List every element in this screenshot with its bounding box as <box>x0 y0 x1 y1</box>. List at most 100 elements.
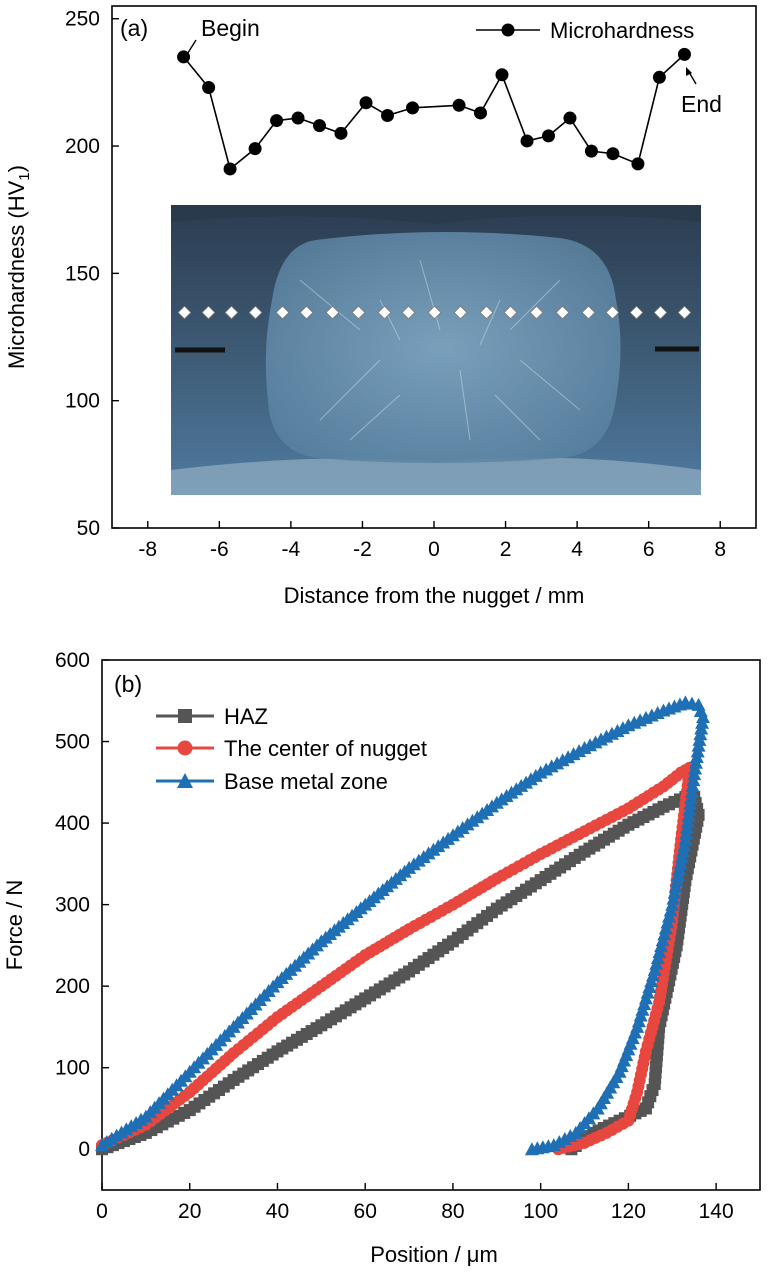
panel-a-data-point <box>606 147 620 161</box>
panel-b-ytick-label: 400 <box>55 812 90 835</box>
panel-a-data-point <box>248 142 262 156</box>
panel-a-xtick-label: -4 <box>282 538 301 561</box>
panel-b-ytick-label: 500 <box>55 731 90 754</box>
panel-b-data-point <box>695 710 710 724</box>
panel-b-data-point <box>671 867 686 881</box>
panel-b-xtick-label: 120 <box>611 1200 646 1223</box>
panel-a-ytick-label: 200 <box>65 135 100 158</box>
panel-a-xtick-label: -6 <box>210 538 229 561</box>
panel-b-data-point <box>690 744 705 758</box>
panel-b-data-point <box>694 721 709 735</box>
panel-a-data-point <box>359 96 373 110</box>
panel-b-data-point <box>681 808 696 822</box>
panel-b-data-point <box>689 750 704 764</box>
panel-a-data-point <box>631 157 645 171</box>
annotation-end-arrowhead <box>686 67 692 76</box>
panel-b-data-point <box>684 784 699 798</box>
panel-a-data-point <box>584 144 598 158</box>
panel-a-xtick-label: 0 <box>428 538 440 561</box>
panel-a-xtick-label: -2 <box>353 538 372 561</box>
bottom-surface-band <box>171 457 701 495</box>
panel-a-data-point <box>406 101 420 115</box>
indentation-markers <box>177 305 692 320</box>
panel-b-data-point <box>685 779 700 793</box>
panel-b-data-point <box>686 773 701 787</box>
panel-a-data-point <box>452 98 466 112</box>
weld-nugget <box>265 231 621 463</box>
panel-a-series <box>177 47 691 176</box>
legend-haz-marker <box>178 709 192 723</box>
panel-a-ytick-label: 250 <box>65 8 100 31</box>
annotation-begin-arrowhead <box>183 52 190 61</box>
panel-b-data-point <box>691 738 706 752</box>
panel-b-data-point <box>695 715 710 729</box>
panel-a-data-point <box>291 111 305 125</box>
panel-a-xtick-label: 6 <box>643 538 655 561</box>
annotation-end-arrow <box>688 71 697 85</box>
panel-b-xtick-label: 140 <box>699 1200 734 1223</box>
panel-b: (b) 0 20 40 60 80 100 120 140 0 100 200 300 400 500 60… <box>2 649 761 1267</box>
panel-a-xtick-label: 4 <box>571 538 583 561</box>
panel-b-frame <box>101 659 761 1191</box>
panel-a-data-point <box>334 126 348 140</box>
annotation-begin: Begin <box>201 15 260 41</box>
panel-b-data-point <box>684 790 699 804</box>
panel-a-series-line <box>182 53 685 170</box>
panel-b-xlabel: Position / μm <box>370 1242 498 1267</box>
legend-haz-label: HAZ <box>224 704 268 729</box>
panel-a-series-microhardness <box>177 47 691 176</box>
panel-a-data-point <box>313 119 327 133</box>
panel-b-data-point <box>687 767 702 781</box>
panel-a-xtick-label: -8 <box>138 538 157 561</box>
panel-a-label: (a) <box>120 15 148 41</box>
panel-b-data-point <box>680 814 695 828</box>
panel-b-data-point <box>677 838 692 852</box>
panel-b-data-point <box>679 826 694 840</box>
panel-b-ylabel: Force / N <box>2 880 27 970</box>
panel-b-data-point <box>666 891 681 905</box>
panel-a-ytick-label: 50 <box>77 517 100 540</box>
panel-a-xtick-label: 8 <box>714 538 726 561</box>
panel-b-ytick-label: 600 <box>55 649 90 672</box>
annotation-begin-arrow <box>185 39 197 57</box>
panel-b-xtick-label: 40 <box>266 1200 289 1223</box>
panel-b-ytick-label: 200 <box>55 975 90 998</box>
panel-b-xtick-label: 80 <box>441 1200 464 1223</box>
panel-a-data-point <box>202 80 216 94</box>
panel-b-xtick-label: 60 <box>354 1200 377 1223</box>
micrograph-inset <box>171 205 701 495</box>
nugget-dendrites <box>299 259 581 441</box>
panel-a-ylabel-sub: 1 <box>16 172 33 180</box>
panel-a-data-point <box>380 108 394 122</box>
panel-a-data-point <box>563 111 577 125</box>
panel-b-data-point <box>667 885 682 899</box>
panel-b-ytick-label: 0 <box>78 1138 90 1161</box>
panel-b-data-point <box>674 850 689 864</box>
panel-b-data-point <box>672 862 687 876</box>
panel-a-data-point <box>520 134 534 148</box>
panel-b-data-point <box>693 727 708 741</box>
top-surface-band <box>171 205 701 224</box>
panel-b-ytick-label: 100 <box>55 1057 90 1080</box>
panel-a-data-point <box>652 70 666 84</box>
panel-b-data-point <box>683 796 698 810</box>
legend-base-marker <box>177 773 193 788</box>
panel-b-ytick-label: 300 <box>55 894 90 917</box>
panel-a-data-point <box>270 114 284 128</box>
legend-nugget-marker <box>177 740 193 756</box>
legend-microhardness-marker <box>501 23 515 37</box>
panel-b-xtick-label: 20 <box>178 1200 201 1223</box>
panel-b-ticks: 0 20 40 60 80 100 120 140 0 100 200 300 400 500 600 <box>55 649 734 1223</box>
legend-microhardness-label: Microhardness <box>550 18 694 43</box>
panel-b-data-point <box>668 879 683 893</box>
panel-a-data-point <box>495 68 509 82</box>
panel-a-data-point <box>677 47 691 61</box>
panel-b-data-point <box>524 1142 539 1156</box>
annotation-end: End <box>681 91 722 117</box>
panel-a-xtick-label: 2 <box>500 538 512 561</box>
panel-b-data-point <box>670 873 685 887</box>
panel-b-legend: HAZ The center of nugget Base metal zone <box>156 704 427 794</box>
panel-a-ylabel: Microhardness (HV1) <box>4 165 33 369</box>
panel-b-data-point <box>688 755 703 769</box>
